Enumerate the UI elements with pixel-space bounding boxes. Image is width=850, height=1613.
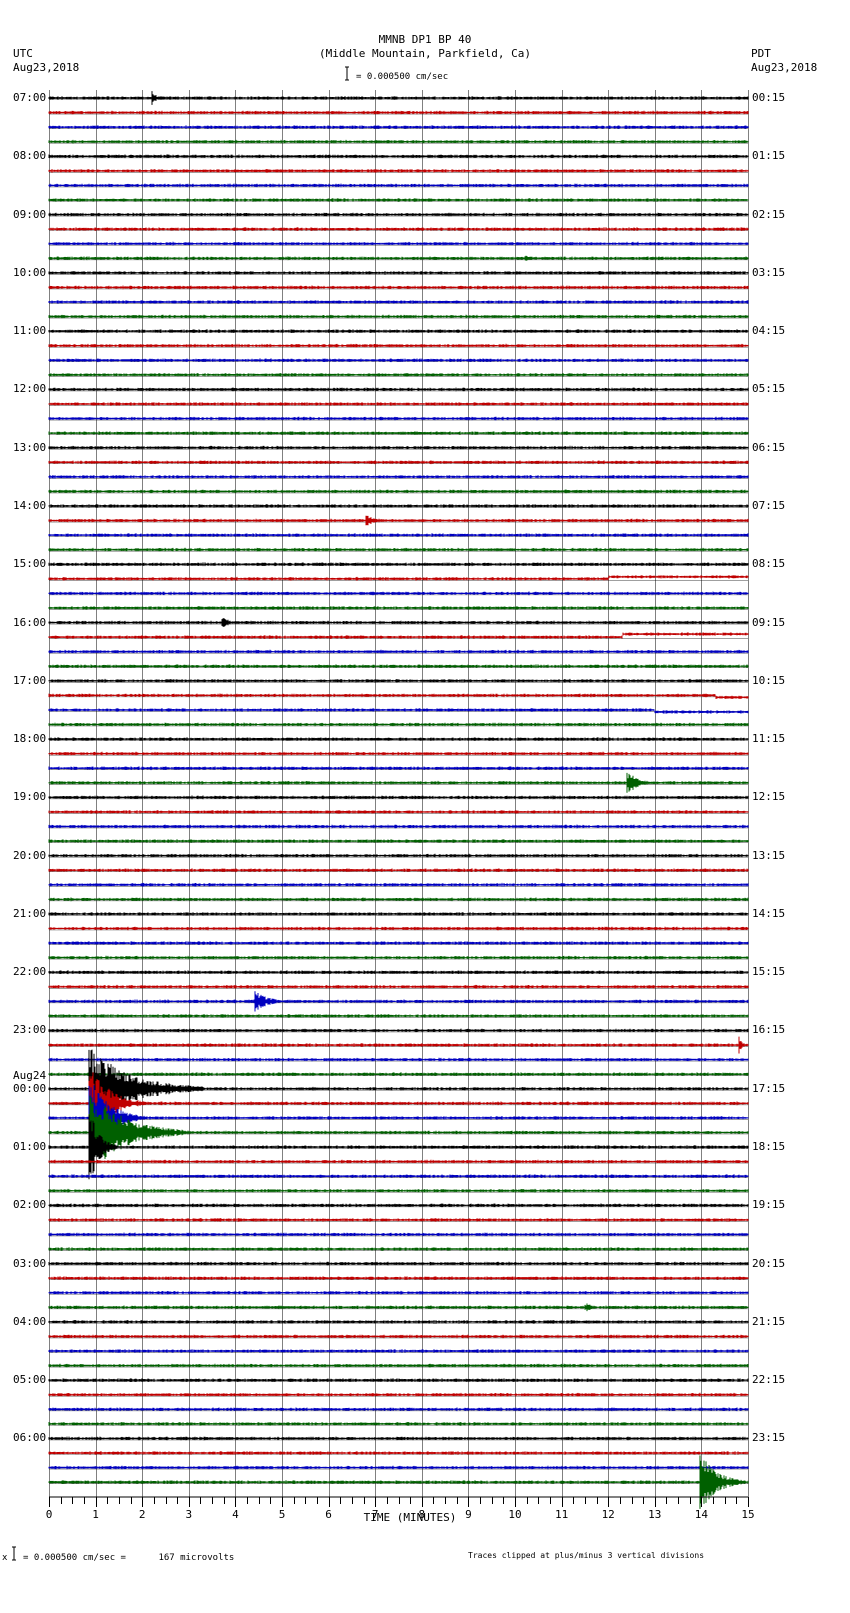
right-hour-label: 16:15 [752,1023,786,1037]
right-hour-label: 19:15 [752,1198,786,1212]
left-hour-label: 18:00 [13,732,47,746]
right-hour-label: 12:15 [752,790,786,804]
right-hour-label: 10:15 [752,673,786,687]
right-hour-label: 11:15 [752,732,786,746]
right-hour-label: 05:15 [752,382,786,396]
left-hour-label: 12:00 [13,382,47,396]
left-hour-label: 09:00 [13,207,47,221]
right-hour-label: 14:15 [752,906,786,920]
scale-label: = 0.000500 cm/sec [356,72,449,82]
left-hour-label: 03:00 [13,1256,47,1270]
left-hour-label: 17:00 [13,673,47,687]
x-tick-label: 2 [138,1508,146,1521]
left-hour-label: 22:00 [13,965,47,979]
right-hour-label: 17:15 [752,1081,786,1095]
left-hour-label: 07:00 [13,91,47,104]
right-hour-label: 21:15 [752,1314,786,1328]
right-hour-label: 04:15 [752,324,786,338]
left-hour-label: 15:00 [13,557,47,571]
right-hour-label: 06:15 [752,440,786,454]
left-timezone: UTC [13,47,33,60]
left-hour-label: 08:00 [13,149,47,163]
x-tick-label: 5 [278,1508,286,1521]
left-hour-label: 10:00 [13,265,47,279]
chart-title: MMNB DP1 BP 40 [378,33,472,46]
x-tick-label: 8 [418,1508,426,1521]
right-hour-label: 03:15 [752,265,786,279]
left-hour-label: 06:00 [13,1431,47,1445]
left-hour-label: 04:00 [13,1314,47,1328]
left-hour-label: 02:00 [13,1198,47,1212]
clip-note: Traces clipped at plus/minus 3 vertical … [468,1551,705,1560]
right-hour-label: 22:15 [752,1373,786,1387]
x-tick-label: 1 [92,1508,99,1521]
x-axis-label: TIME (MINUTES) [363,1511,457,1524]
chart-subtitle: (Middle Mountain, Parkfield, Ca) [319,47,531,60]
x-tick-label: 11 [554,1508,569,1521]
x-tick-label: 15 [741,1508,755,1521]
left-hour-label: 01:00 [13,1140,47,1154]
x-tick-label: 9 [465,1508,472,1521]
right-hour-label: 18:15 [752,1140,786,1154]
right-hour-label: 00:15 [752,91,786,104]
x-tick-label: 12 [601,1508,615,1521]
right-hour-label: 08:15 [752,557,786,571]
x-tick-label: 14 [694,1508,709,1521]
left-hour-label: 05:00 [13,1373,47,1387]
left-hour-label: 11:00 [13,324,47,338]
right-hour-label: 20:15 [752,1256,786,1270]
right-hour-label: 23:15 [752,1431,786,1445]
x-tick-label: 10 [508,1508,522,1521]
x-tick-label: 7 [371,1508,379,1521]
right-timezone: PDT [751,47,771,60]
left-hour-label: 21:00 [13,906,47,920]
footer-scale-prefix: x [2,1553,8,1563]
right-hour-label: 09:15 [752,615,786,629]
left-hour-label: 14:00 [13,498,47,512]
x-tick-label: 0 [45,1508,53,1521]
left-hour-label: 00:00 [13,1081,47,1095]
x-tick-label: 4 [232,1508,239,1521]
left-hour-label: 20:00 [13,848,47,862]
right-date: Aug23,2018 [751,61,818,74]
right-hour-label: 07:15 [752,498,786,512]
left-hour-label: 13:00 [13,440,47,454]
date-change-label: Aug24 [13,1068,47,1082]
left-hour-label: 23:00 [13,1023,47,1037]
x-tick-label: 13 [648,1508,662,1521]
left-hour-label: 19:00 [13,790,47,804]
footer-scale-text: = 0.000500 cm/sec = 167 microvolts [23,1553,235,1563]
right-hour-label: 02:15 [752,207,786,221]
left-date: Aug23,2018 [13,61,80,74]
right-hour-label: 15:15 [752,965,786,979]
x-tick-label: 3 [185,1508,193,1521]
right-hour-label: 13:15 [752,848,786,862]
x-tick-label: 6 [325,1508,332,1521]
right-hour-label: 01:15 [752,149,786,163]
left-hour-label: 16:00 [13,615,47,629]
